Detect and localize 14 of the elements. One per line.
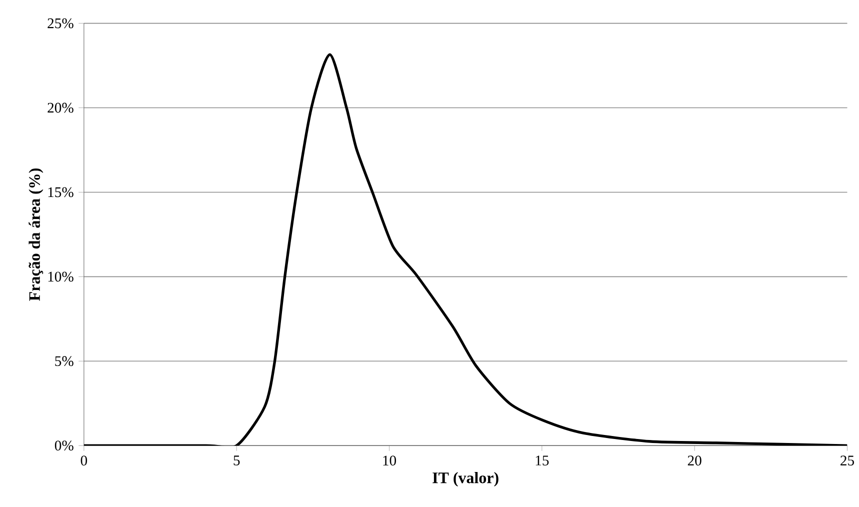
x-tick-label: 15 xyxy=(536,456,549,466)
y-tick-label: 15% xyxy=(48,187,74,198)
y-axis-title: Fração da área (%) xyxy=(28,168,44,302)
y-tick-label: 0% xyxy=(54,440,74,451)
x-tick-label: 0 xyxy=(80,456,88,466)
y-tick-label: 10% xyxy=(48,272,74,282)
x-tick-label: 5 xyxy=(234,456,240,466)
x-tick-label: 25 xyxy=(840,456,854,466)
y-tick-label: 20% xyxy=(48,103,74,113)
y-tick-label: 25% xyxy=(48,18,74,29)
x-tick-label: 20 xyxy=(688,456,702,466)
x-axis-title: IT (valor) xyxy=(432,472,498,487)
x-tick-label: 10 xyxy=(383,456,396,466)
y-tick-label: 5% xyxy=(55,356,74,366)
